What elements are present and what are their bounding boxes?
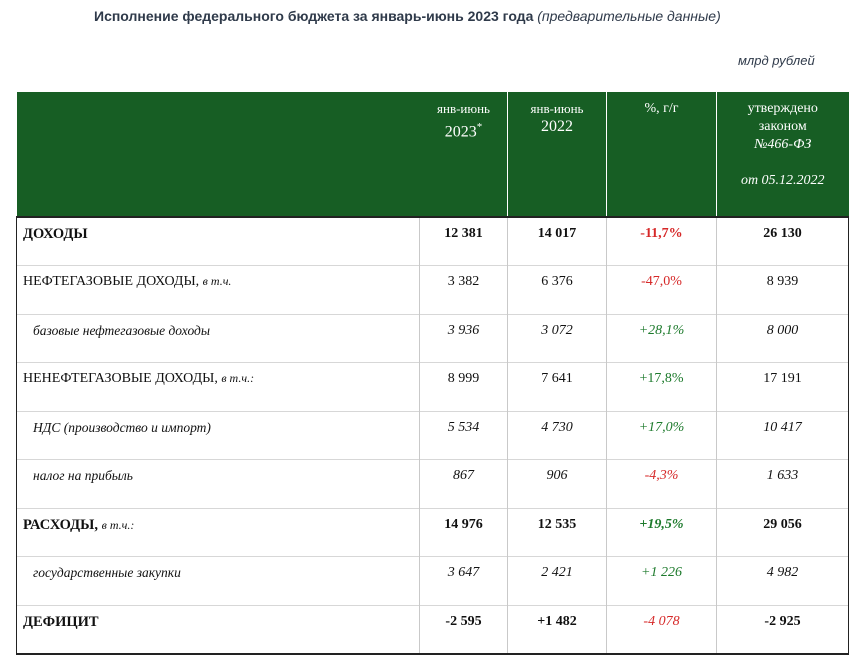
cell-2023: 3 647 xyxy=(419,556,508,605)
cell-2022: 4 730 xyxy=(507,410,607,460)
row-label-text: государственные закупки xyxy=(33,565,181,580)
header-2023-year: 2023 xyxy=(444,123,477,141)
header-law-line3: №466-ФЗ xyxy=(754,137,812,152)
row-label: ДЕФИЦИТ xyxy=(16,604,420,655)
row-label-note: в т.ч. xyxy=(202,274,232,288)
cell-2023: -2 595 xyxy=(419,604,508,655)
table-row: НДС (производство и импорт) 5 534 4 730 … xyxy=(16,410,849,460)
header-law-line1: утверждено xyxy=(747,101,818,116)
title-main: Исполнение федерального бюджета за январ… xyxy=(94,8,534,24)
cell-law: 1 633 xyxy=(716,459,849,508)
header-jan-jun-2023: янв-июнь 2023* xyxy=(419,92,508,217)
cell-law: 17 191 xyxy=(716,362,849,411)
cell-law: 8 939 xyxy=(716,265,849,314)
header-approved-by-law: утверждено законом №466-ФЗ от 05.12.2022 xyxy=(716,92,849,217)
cell-law: 10 417 xyxy=(716,410,849,460)
cell-percent: -11,7% xyxy=(606,216,717,266)
row-label-text: НЕФТЕГАЗОВЫЕ ДОХОДЫ, xyxy=(23,274,200,289)
header-2023-year-wrap: 2023* xyxy=(424,118,503,141)
row-label-text: РАСХОДЫ, xyxy=(23,516,98,533)
cell-percent: -4 078 xyxy=(606,604,717,655)
row-label: налог на прибыль xyxy=(16,459,420,508)
header-law-line2: законом xyxy=(758,119,807,134)
cell-law: 26 130 xyxy=(716,216,849,266)
cell-law: 29 056 xyxy=(716,507,849,557)
row-label: государственные закупки xyxy=(16,556,420,605)
header-2023-period: янв-июнь xyxy=(437,101,490,116)
row-label-text: ДЕФИЦИТ xyxy=(23,613,99,630)
row-label: НЕФТЕГАЗОВЫЕ ДОХОДЫ, в т.ч. xyxy=(16,265,420,314)
row-label-note: в т.ч.: xyxy=(101,517,135,532)
header-jan-jun-2022: янв-июнь 2022 xyxy=(507,92,607,217)
header-blank xyxy=(16,92,420,217)
cell-2022: 2 421 xyxy=(507,556,607,605)
row-label-note: в т.ч.: xyxy=(221,371,255,385)
cell-2023: 12 381 xyxy=(419,216,508,266)
cell-2022: 6 376 xyxy=(507,265,607,314)
cell-2022: 3 072 xyxy=(507,313,607,363)
cell-percent: -4,3% xyxy=(606,459,717,508)
table-header-row: янв-июнь 2023* янв-июнь 2022 %, г/г утве… xyxy=(16,92,849,217)
cell-percent: +17,8% xyxy=(606,362,717,411)
row-label: НЕНЕФТЕГАЗОВЫЕ ДОХОДЫ, в т.ч.: xyxy=(16,362,420,411)
row-label-text: налог на прибыль xyxy=(33,468,133,483)
row-label-text: ДОХОДЫ xyxy=(23,226,88,242)
budget-table: янв-июнь 2023* янв-июнь 2022 %, г/г утве… xyxy=(16,92,849,655)
row-label: НДС (производство и импорт) xyxy=(16,410,420,460)
units-label: млрд рублей xyxy=(738,53,815,68)
header-law-spacer xyxy=(721,154,845,172)
row-label-text: НДС (производство и импорт) xyxy=(33,419,211,435)
footnote-mark: * xyxy=(476,121,483,133)
table-row: НЕНЕФТЕГАЗОВЫЕ ДОХОДЫ, в т.ч.: 8 999 7 6… xyxy=(16,362,849,411)
cell-2022: 14 017 xyxy=(507,216,607,266)
cell-2023: 5 534 xyxy=(419,410,508,460)
cell-2023: 14 976 xyxy=(419,507,508,557)
row-label-text: НЕНЕФТЕГАЗОВЫЕ ДОХОДЫ, xyxy=(23,371,218,386)
cell-2022: 906 xyxy=(507,459,607,508)
title-note: (предварительные данные) xyxy=(537,8,721,24)
table-row: налог на прибыль 867 906 -4,3% 1 633 xyxy=(16,459,849,508)
cell-2023: 3 936 xyxy=(419,313,508,363)
header-yoy-label: %, г/г xyxy=(644,101,679,116)
cell-law: -2 925 xyxy=(716,604,849,655)
row-label: базовые нефтегазовые доходы xyxy=(16,313,420,363)
header-yoy-percent: %, г/г xyxy=(606,92,717,217)
page-title: Исполнение федерального бюджета за январ… xyxy=(94,8,721,24)
cell-law: 8 000 xyxy=(716,313,849,363)
table-row: РАСХОДЫ, в т.ч.: 14 976 12 535 +19,5% 29… xyxy=(16,507,849,557)
cell-2022: +1 482 xyxy=(507,604,607,655)
header-2022-year: 2022 xyxy=(541,118,573,135)
cell-percent: +17,0% xyxy=(606,410,717,460)
cell-percent: +19,5% xyxy=(606,507,717,557)
row-label: РАСХОДЫ, в т.ч.: xyxy=(16,507,420,557)
cell-percent: -47,0% xyxy=(606,265,717,314)
table-row: государственные закупки 3 647 2 421 +1 2… xyxy=(16,556,849,605)
table-row: базовые нефтегазовые доходы 3 936 3 072 … xyxy=(16,313,849,363)
cell-2022: 7 641 xyxy=(507,362,607,411)
row-label-text: базовые нефтегазовые доходы xyxy=(33,322,210,338)
cell-2023: 867 xyxy=(419,459,508,508)
header-2022-period: янв-июнь xyxy=(530,101,584,116)
cell-2022: 12 535 xyxy=(507,507,607,557)
table-row: ДЕФИЦИТ -2 595 +1 482 -4 078 -2 925 xyxy=(16,604,849,655)
cell-percent: +28,1% xyxy=(606,313,717,363)
table-row: ДОХОДЫ 12 381 14 017 -11,7% 26 130 xyxy=(16,216,849,266)
header-law-line4: от 05.12.2022 xyxy=(740,173,825,188)
cell-2023: 8 999 xyxy=(419,362,508,411)
cell-law: 4 982 xyxy=(716,556,849,605)
cell-2023: 3 382 xyxy=(419,265,508,314)
cell-percent: +1 226 xyxy=(606,556,717,605)
row-label: ДОХОДЫ xyxy=(16,216,420,266)
table-row: НЕФТЕГАЗОВЫЕ ДОХОДЫ, в т.ч. 3 382 6 376 … xyxy=(16,265,849,314)
